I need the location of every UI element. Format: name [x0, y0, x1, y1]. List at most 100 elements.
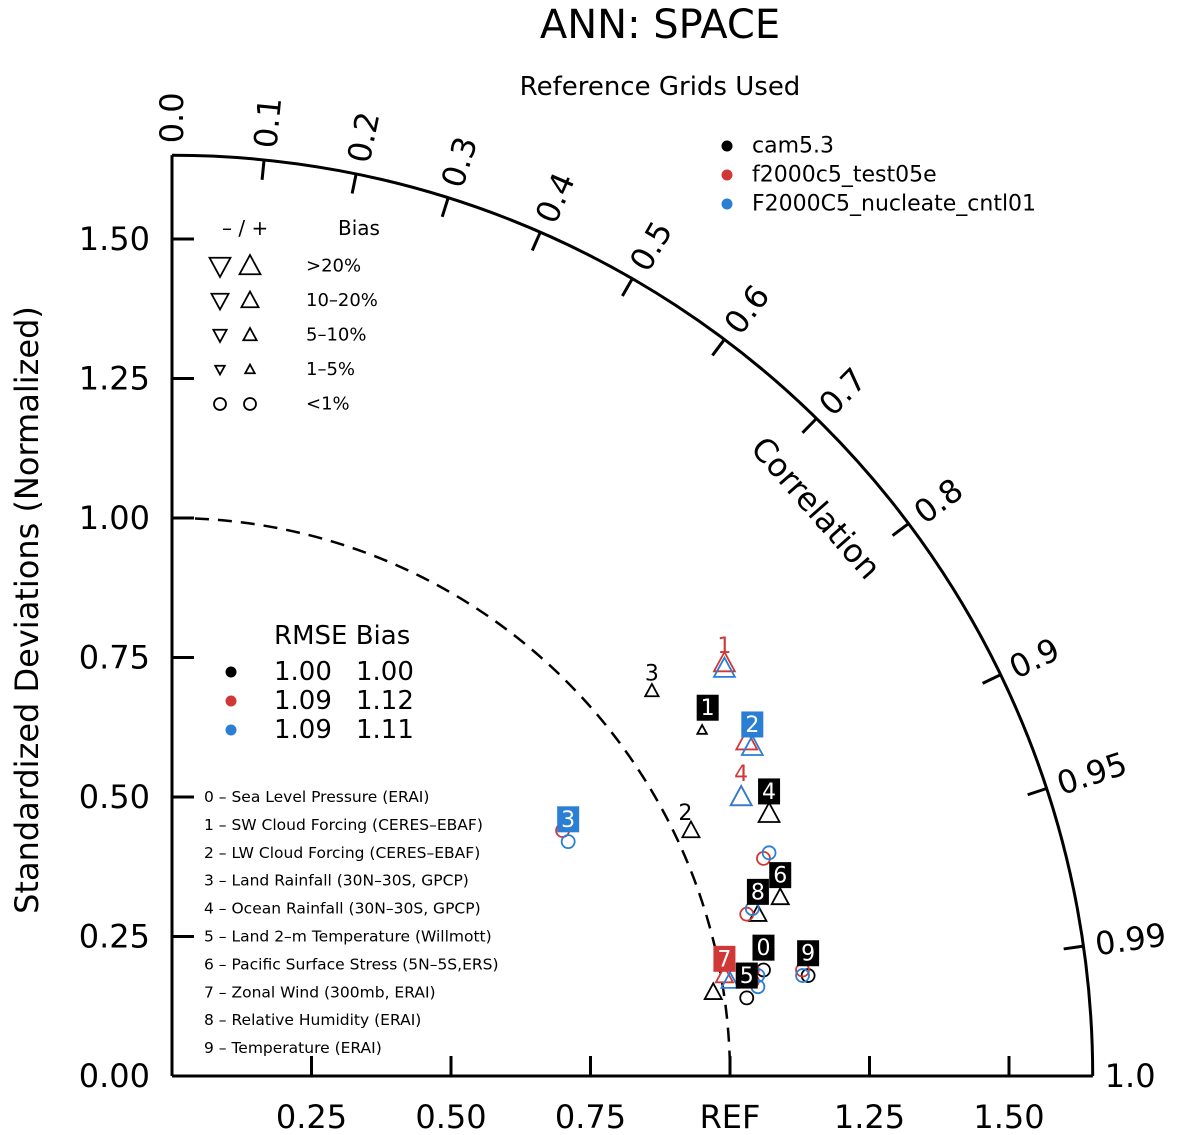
data-markers	[555, 650, 816, 1006]
axes	[170, 153, 1095, 1078]
series-legend-label: F2000C5_nucleate_cntl01	[752, 192, 1036, 217]
bias-legend-down-triangle	[209, 292, 231, 312]
case-label: 5	[740, 964, 754, 989]
variable-legend-item: 6 – Pacific Surface Stress (5N–5S,ERS)	[204, 955, 499, 973]
corr-tick	[1063, 944, 1084, 951]
y-ticks: 0.00 0.25 0.50 0.75 1.00 1.25 1.50	[79, 220, 194, 1095]
x-tick-label: 0.25	[276, 1098, 347, 1135]
case-label: 8	[751, 880, 765, 905]
bias-legend-up-triangle	[238, 253, 262, 276]
corr-tick	[260, 159, 266, 180]
bias-legend-header: Bias	[338, 216, 380, 240]
y-tick-label: 1.00	[79, 499, 150, 537]
data-marker-triangle	[680, 819, 702, 839]
bias-legend-symbols: – / +	[222, 216, 268, 240]
data-marker-circle	[739, 990, 755, 1006]
case-label-box	[746, 878, 769, 905]
case-label-box	[557, 806, 580, 833]
data-marker-triangle	[712, 650, 737, 673]
case-label: 7	[717, 947, 731, 972]
bias-legend-circle	[213, 397, 227, 411]
corr-tick	[891, 522, 910, 537]
data-marker-triangle	[719, 970, 741, 989]
data-marker-triangle	[770, 886, 791, 906]
corr-tick	[530, 231, 542, 252]
case-label: 6	[773, 864, 787, 889]
x-tick-label: 0.50	[415, 1098, 486, 1135]
outer-arc	[171, 153, 1095, 1077]
variable-legend-item: 3 – Land Rainfall (30N–30S, GPCP)	[204, 872, 469, 890]
case-label: 2	[678, 801, 692, 826]
bias-legend-up-triangle	[241, 326, 259, 342]
corr-tick-label: 0.95	[1052, 744, 1132, 802]
case-label-box	[713, 945, 736, 972]
case-label: 2	[745, 713, 759, 738]
case-label-box	[752, 934, 775, 961]
bias-legend-label: 1–5%	[306, 359, 355, 380]
data-marker-circle	[560, 834, 576, 850]
variable-legend-item: 9 – Temperature (ERAI)	[204, 1039, 382, 1057]
corr-tick-label: 0.2	[340, 108, 387, 165]
y-axis-label: Standardized Deviations (Normalized)	[8, 306, 46, 914]
rmse-bias-header: RMSE Bias	[274, 621, 410, 651]
bias-legend-label: >20%	[306, 256, 361, 277]
corr-tick-label: 0.8	[907, 471, 971, 532]
bias-value: 1.12	[356, 686, 414, 716]
bias-value: 1.11	[356, 715, 414, 745]
bias-legend-up-triangle	[243, 362, 257, 375]
x-ticks: 0.25 0.50 0.75 REF 1.25 1.50	[276, 1056, 1045, 1135]
x-tick-label: 1.50	[973, 1098, 1044, 1135]
series-legend-dot	[721, 198, 733, 210]
bias-legend: – / + Bias >20% 10–20% 5–10% 1–5% <1%	[208, 216, 380, 415]
y-tick-label: 0.75	[79, 639, 150, 677]
corr-tick	[1027, 787, 1048, 797]
variable-legend-item: 0 – Sea Level Pressure (ERAI)	[204, 788, 429, 806]
data-marker-triangle	[740, 733, 765, 756]
data-marker-triangle	[729, 784, 754, 807]
case-label: 4	[734, 762, 748, 787]
corr-tick-label: 0.3	[434, 132, 486, 192]
rmse-value: 1.09	[274, 686, 332, 716]
series-legend-dot	[721, 169, 733, 181]
data-marker-triangle	[734, 728, 759, 751]
data-marker-triangle	[643, 682, 661, 698]
bias-legend-up-triangle	[239, 289, 261, 309]
rmse-bias-dot	[225, 724, 237, 736]
data-marker-triangle	[703, 981, 724, 1000]
rmse-bias-dot	[225, 666, 237, 678]
corr-tick	[801, 417, 818, 434]
rmse-bias-dot	[225, 695, 237, 707]
case-label-box	[741, 711, 764, 738]
data-marker-triangle	[712, 655, 737, 678]
bias-legend-label: 5–10%	[306, 325, 366, 346]
y-tick-label: 0.50	[79, 778, 150, 816]
corr-tick-label: 0.99	[1093, 916, 1169, 964]
reference-arc	[171, 516, 732, 1077]
y-tick-label: 1.50	[79, 220, 150, 258]
y-tick-label: 0.25	[79, 918, 150, 956]
y-tick-label: 1.25	[79, 360, 150, 398]
corr-tick-label: 0.5	[622, 215, 680, 278]
variable-legend-item: 7 – Zonal Wind (300mb, ERAI)	[204, 983, 436, 1001]
case-label-box	[735, 962, 758, 989]
rmse-value: 1.09	[274, 715, 332, 745]
rmse-value: 1.00	[274, 657, 332, 687]
corr-tick-label: 0.0	[153, 92, 191, 143]
data-marker-triangle	[695, 723, 709, 735]
data-marker-circle	[761, 845, 777, 861]
corr-tick	[440, 197, 450, 218]
bias-legend-down-triangle	[208, 256, 232, 279]
series-legend-label: f2000c5_test05e	[752, 163, 937, 188]
corr-tick-label: 0.7	[811, 360, 874, 423]
x-tick-label: 0.75	[555, 1098, 626, 1135]
corr-tick	[711, 338, 726, 357]
series-legend: cam5.3 f2000c5_test05e F2000C5_nucleate_cn…	[721, 134, 1036, 217]
bias-legend-label: <1%	[306, 394, 350, 415]
data-marker-triangle	[757, 800, 782, 823]
case-label: 4	[762, 780, 776, 805]
corr-tick	[981, 673, 1002, 685]
case-label-box	[797, 940, 820, 967]
x-tick-label: REF	[700, 1098, 761, 1135]
data-marker-triangle	[729, 784, 754, 807]
